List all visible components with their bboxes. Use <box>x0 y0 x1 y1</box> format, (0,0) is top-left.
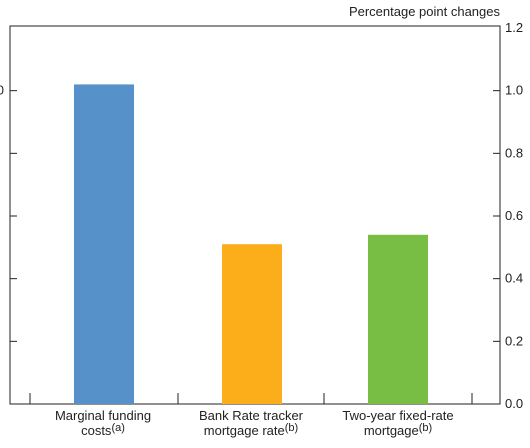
y-tick-label-2: 0.4 <box>505 271 523 286</box>
y-tick-label-1: 0.2 <box>505 333 523 348</box>
category-label-1-line2: mortgage rate(b) <box>176 422 326 439</box>
category-label-1-text: mortgage rate <box>203 423 285 438</box>
left-y-tick-label-5: 1.0 <box>0 83 4 98</box>
bar-0 <box>74 84 134 405</box>
footnote-marker-b-2: (b) <box>418 422 433 434</box>
y-tick-label-5: 1.0 <box>505 83 523 98</box>
category-label-2-text: mortgage <box>363 423 419 438</box>
category-label-2-line1: Two-year fixed-rate <box>342 408 454 423</box>
category-label-0-line1: Marginal funding <box>54 408 152 423</box>
units-label: Percentage point changes <box>348 4 500 19</box>
y-tick-label-0: 0.0 <box>505 396 523 411</box>
category-label-1-line1: Bank Rate tracker <box>198 408 304 423</box>
y-tick-label-4: 0.8 <box>505 145 523 160</box>
y-tick-label-6: 1.2 <box>505 20 523 35</box>
bar-1 <box>222 244 282 404</box>
category-label-1: Bank Rate tracker mortgage rate(b) <box>176 408 326 438</box>
category-label-2-line2: mortgage(b) <box>323 422 473 439</box>
footnote-marker-b: (b) <box>284 422 299 434</box>
y-tick-label-3: 0.6 <box>505 208 523 223</box>
category-label-0: Marginal funding costs(a) <box>28 408 178 438</box>
category-label-0-line2: costs(a) <box>28 422 178 439</box>
bar-2 <box>368 234 428 404</box>
category-label-0-text: costs <box>81 423 112 438</box>
category-label-2: Two-year fixed-rate mortgage(b) <box>323 408 473 438</box>
footnote-marker-a: (a) <box>111 422 125 434</box>
